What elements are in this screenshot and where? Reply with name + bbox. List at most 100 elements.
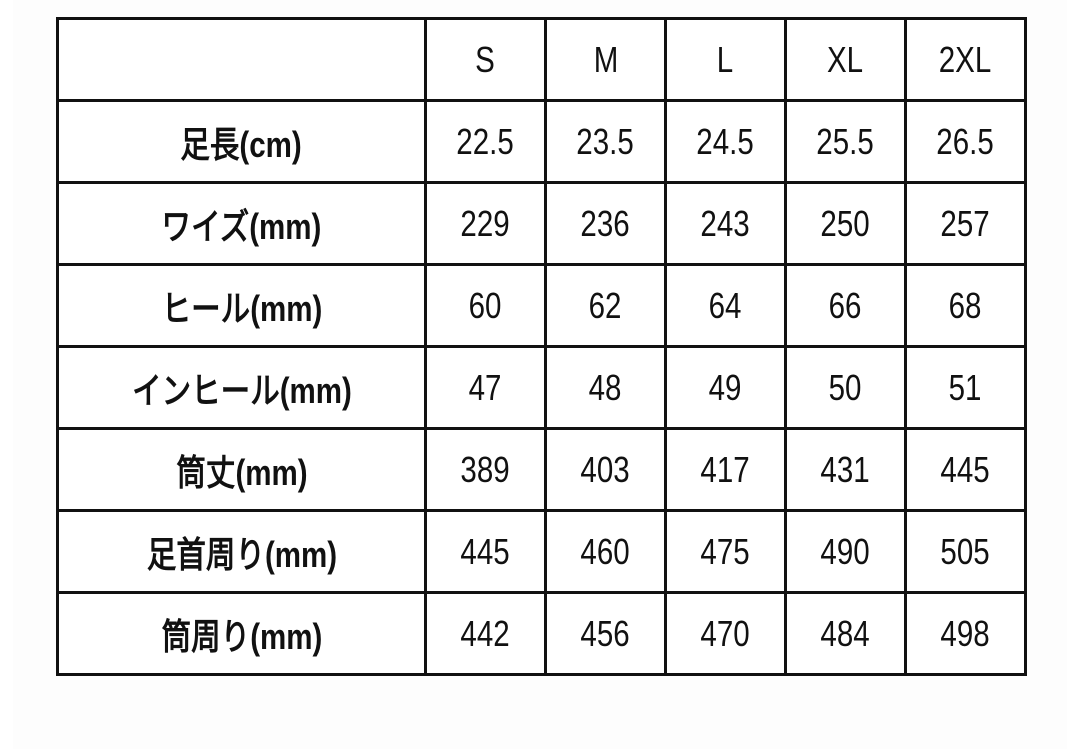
value-text: 68 [949,284,982,326]
value-text: 403 [580,448,631,490]
table-row: 筒丈(mm) 389 403 417 431 445 [56,427,1027,512]
value-cell: 60 [424,263,547,348]
value-text: 243 [700,202,751,244]
value-cell: 229 [424,181,547,266]
row-label-cell: 足長(cm) [56,99,427,184]
value-cell: 49 [664,345,787,430]
value-text: 66 [829,284,862,326]
value-text: 24.5 [696,120,755,162]
value-text: 470 [700,612,751,654]
value-text: 442 [460,612,511,654]
header-size-cell: 2XL [904,17,1027,102]
value-cell: 48 [544,345,667,430]
value-cell: 460 [544,509,667,594]
table-row: 筒周り(mm) 442 456 470 484 498 [56,591,1027,676]
header-size-cell: S [424,17,547,102]
header-text: 2XL [939,38,992,80]
value-text: 456 [580,612,631,654]
row-label: インヒール(mm) [131,369,352,411]
header-size-cell: XL [784,17,907,102]
value-cell: 51 [904,345,1027,430]
value-cell: 475 [664,509,787,594]
value-text: 236 [580,202,631,244]
row-label-cell: ヒール(mm) [56,263,427,348]
value-cell: 66 [784,263,907,348]
value-cell: 257 [904,181,1027,266]
row-label-cell: 足首周り(mm) [56,509,427,594]
value-text: 417 [700,448,751,490]
header-size-cell: L [664,17,787,102]
value-text: 62 [589,284,622,326]
value-text: 47 [469,366,502,408]
value-cell: 445 [424,509,547,594]
value-cell: 484 [784,591,907,676]
value-text: 445 [940,448,991,490]
value-cell: 236 [544,181,667,266]
value-cell: 23.5 [544,99,667,184]
value-text: 48 [589,366,622,408]
value-text: 51 [949,366,982,408]
table-row: インヒール(mm) 47 48 49 50 51 [56,345,1027,430]
header-text: M [593,38,618,80]
value-cell: 62 [544,263,667,348]
value-text: 26.5 [936,120,995,162]
value-cell: 22.5 [424,99,547,184]
value-cell: 25.5 [784,99,907,184]
value-text: 64 [709,284,742,326]
value-text: 22.5 [456,120,515,162]
value-text: 490 [820,530,871,572]
value-text: 23.5 [576,120,635,162]
value-cell: 417 [664,427,787,512]
value-text: 250 [820,202,871,244]
value-cell: 243 [664,181,787,266]
row-label-cell: インヒール(mm) [56,345,427,430]
row-label-cell: ワイズ(mm) [56,181,427,266]
header-text: S [475,38,496,80]
value-text: 25.5 [816,120,875,162]
value-text: 389 [460,448,511,490]
value-text: 60 [469,284,502,326]
value-text: 50 [829,366,862,408]
row-label: 足長(cm) [180,123,303,165]
value-text: 498 [940,612,991,654]
row-label: 筒丈(mm) [175,451,308,493]
value-text: 460 [580,530,631,572]
value-cell: 64 [664,263,787,348]
value-text: 475 [700,530,751,572]
value-text: 445 [460,530,511,572]
value-cell: 490 [784,509,907,594]
value-text: 257 [940,202,991,244]
header-corner-cell [56,17,427,102]
value-text: 484 [820,612,871,654]
value-cell: 250 [784,181,907,266]
row-label-cell: 筒周り(mm) [56,591,427,676]
header-text: L [717,38,734,80]
value-text: 49 [709,366,742,408]
table-row: 足長(cm) 22.5 23.5 24.5 25.5 26.5 [56,99,1027,184]
table-row: ワイズ(mm) 229 236 243 250 257 [56,181,1027,266]
value-cell: 456 [544,591,667,676]
value-text: 431 [820,448,871,490]
row-label: ヒール(mm) [161,287,322,329]
row-label: 足首周り(mm) [146,533,337,575]
value-text: 229 [460,202,511,244]
value-cell: 26.5 [904,99,1027,184]
size-chart-table: S M L XL 2XL 足長(cm) 22.5 23.5 24.5 25.5 26.5 ワイズ(m… [56,17,1027,676]
value-cell: 47 [424,345,547,430]
header-text: XL [827,38,864,80]
header-row: S M L XL 2XL [56,17,1027,102]
value-cell: 445 [904,427,1027,512]
row-label: 筒周り(mm) [161,615,322,657]
value-cell: 68 [904,263,1027,348]
value-text: 505 [940,530,991,572]
header-size-cell: M [544,17,667,102]
value-cell: 498 [904,591,1027,676]
value-cell: 403 [544,427,667,512]
value-cell: 505 [904,509,1027,594]
value-cell: 431 [784,427,907,512]
table-row: 足首周り(mm) 445 460 475 490 505 [56,509,1027,594]
value-cell: 24.5 [664,99,787,184]
row-label-cell: 筒丈(mm) [56,427,427,512]
value-cell: 470 [664,591,787,676]
value-cell: 50 [784,345,907,430]
